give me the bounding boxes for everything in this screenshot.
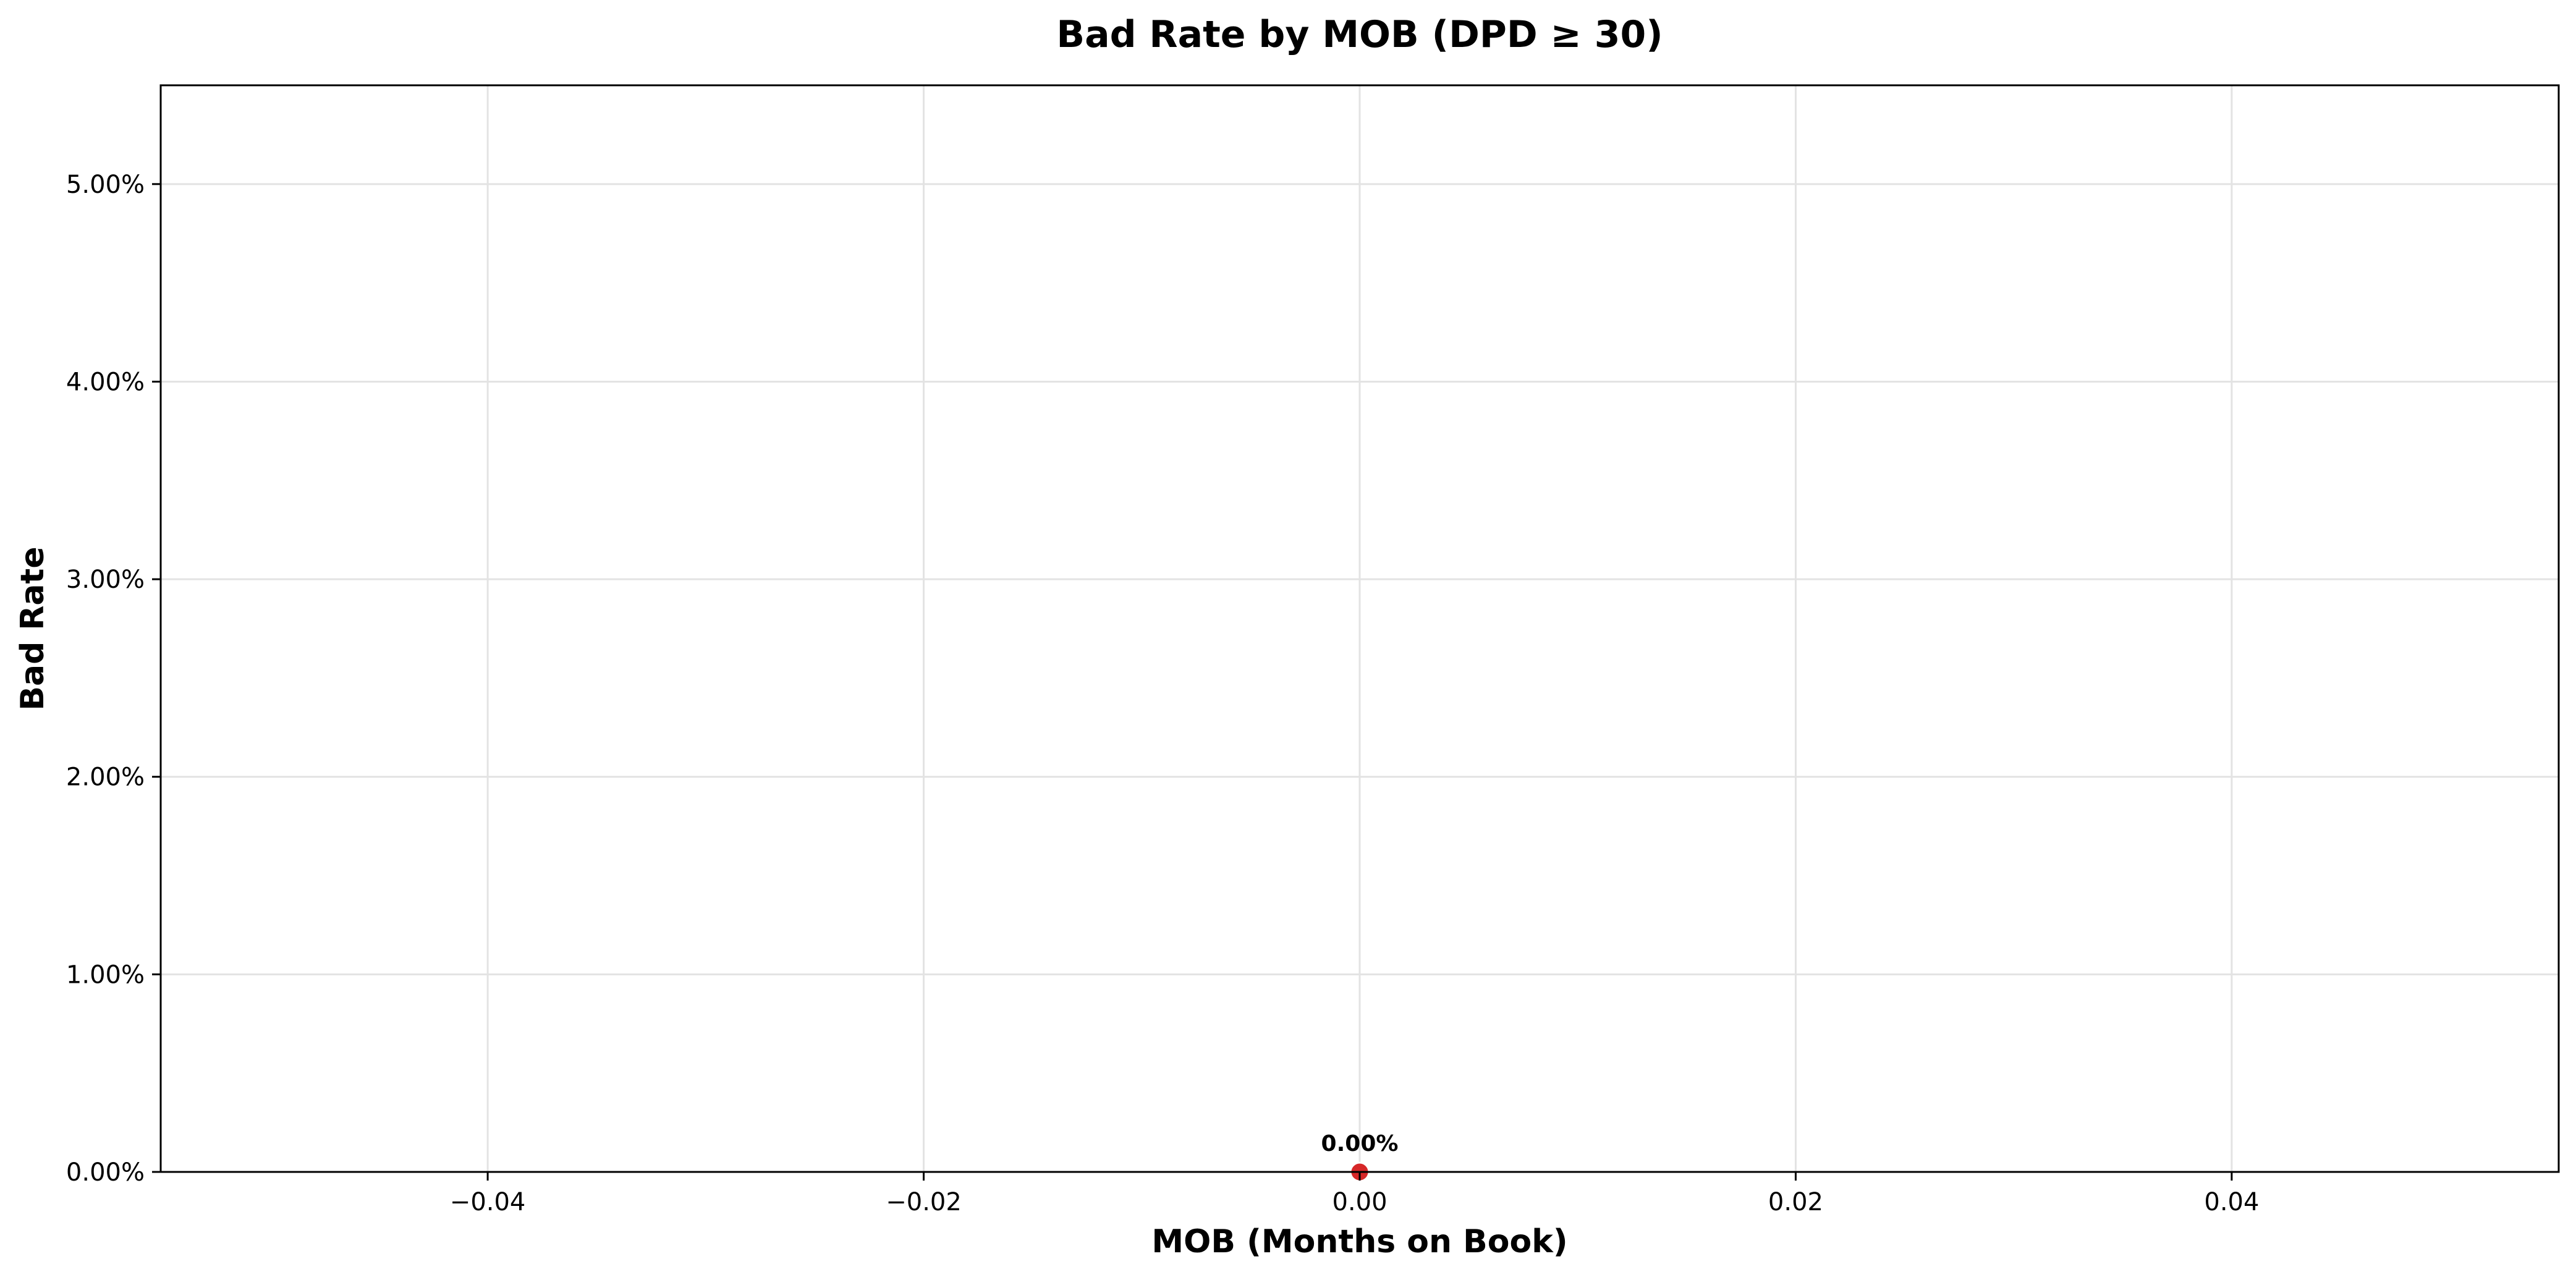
y-tick-label: 3.00%: [66, 566, 145, 594]
chart-title: Bad Rate by MOB (DPD ≥ 30): [1056, 13, 1663, 56]
y-tick-label: 0.00%: [66, 1158, 145, 1187]
y-axis: 0.00% 1.00% 2.00% 3.00% 4.00% 5.00%: [66, 171, 161, 1187]
x-tick-label: −0.02: [886, 1188, 962, 1216]
y-tick-label: 1.00%: [66, 961, 145, 989]
y-tick-label: 4.00%: [66, 368, 145, 396]
x-axis: −0.04 −0.02 0.00 0.02 0.04: [450, 1172, 2259, 1216]
data-label: 0.00%: [1321, 1131, 1399, 1156]
x-tick-label: 0.04: [2204, 1188, 2259, 1216]
x-axis-label: MOB (Months on Book): [1151, 1223, 1567, 1260]
y-tick-label: 5.00%: [66, 171, 145, 199]
x-tick-label: 0.02: [1768, 1188, 1823, 1216]
y-axis-label: Bad Rate: [14, 546, 51, 710]
x-tick-label: 0.00: [1332, 1188, 1387, 1216]
x-tick-label: −0.04: [450, 1188, 526, 1216]
y-tick-label: 2.00%: [66, 763, 145, 792]
